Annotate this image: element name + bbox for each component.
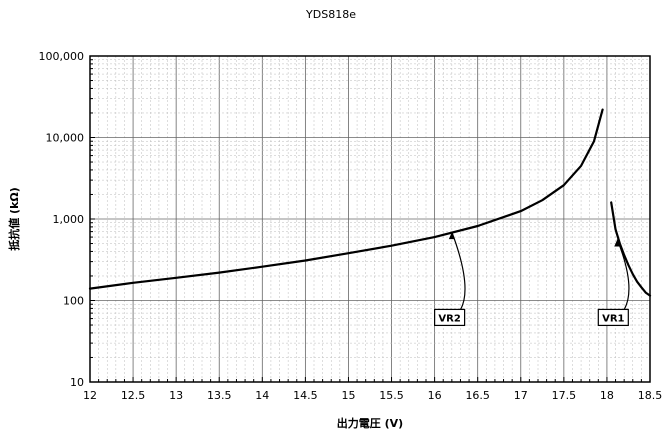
callout-box-vr2	[434, 308, 466, 327]
x-tick-label: 13	[169, 389, 183, 402]
x-tick-label: 15.5	[379, 389, 404, 402]
x-tick-label: 18	[600, 389, 614, 402]
x-tick-label: 13.5	[207, 389, 232, 402]
series-line-vr2	[88, 108, 604, 290]
x-tick-label: 17.5	[552, 389, 577, 402]
callout-arrow-vr1	[614, 239, 621, 247]
x-tick-label: 16.5	[465, 389, 490, 402]
x-tick-label: 12.5	[121, 389, 146, 402]
y-axis: 10 100 1,000 10,000 100,000	[39, 50, 95, 389]
x-tick-label: 14.5	[293, 389, 318, 402]
x-tick-label: 14	[255, 389, 269, 402]
y-tick-label: 10,000	[46, 132, 85, 145]
x-tick-label: 18.5	[638, 389, 662, 402]
callout-label-vr2: VR2	[438, 313, 460, 324]
callout-arrow-vr2	[448, 232, 455, 240]
y-tick-label: 10	[70, 376, 84, 389]
series-line-vr1	[610, 201, 652, 297]
callout-label-vr1: VR1	[602, 313, 624, 324]
x-axis: 12 12.5 13 13.5 14 14.5 15 15.5 16 16.5 17 17.5 18 18…	[83, 377, 662, 402]
callout-leader-vr2	[451, 231, 466, 310]
callouts: VR2 VR1	[434, 231, 630, 327]
x-tick-label: 12	[83, 389, 97, 402]
y-tick-label: 100,000	[39, 50, 85, 63]
y-tick-label: 100	[63, 295, 84, 308]
chart-title: YDS818e	[305, 8, 356, 21]
grid	[89, 56, 651, 383]
x-tick-label: 16	[428, 389, 442, 402]
x-tick-label: 17	[514, 389, 528, 402]
callout-leader-vr1	[616, 239, 630, 310]
x-axis-label: 出力電圧 (V)	[337, 416, 403, 430]
series-lines	[88, 108, 652, 297]
x-tick-label: 15	[341, 389, 355, 402]
y-axis-label: 抵抗値 (kΩ)	[7, 187, 21, 251]
callout-box-vr1	[597, 308, 629, 327]
y-tick-label: 1,000	[53, 213, 85, 226]
